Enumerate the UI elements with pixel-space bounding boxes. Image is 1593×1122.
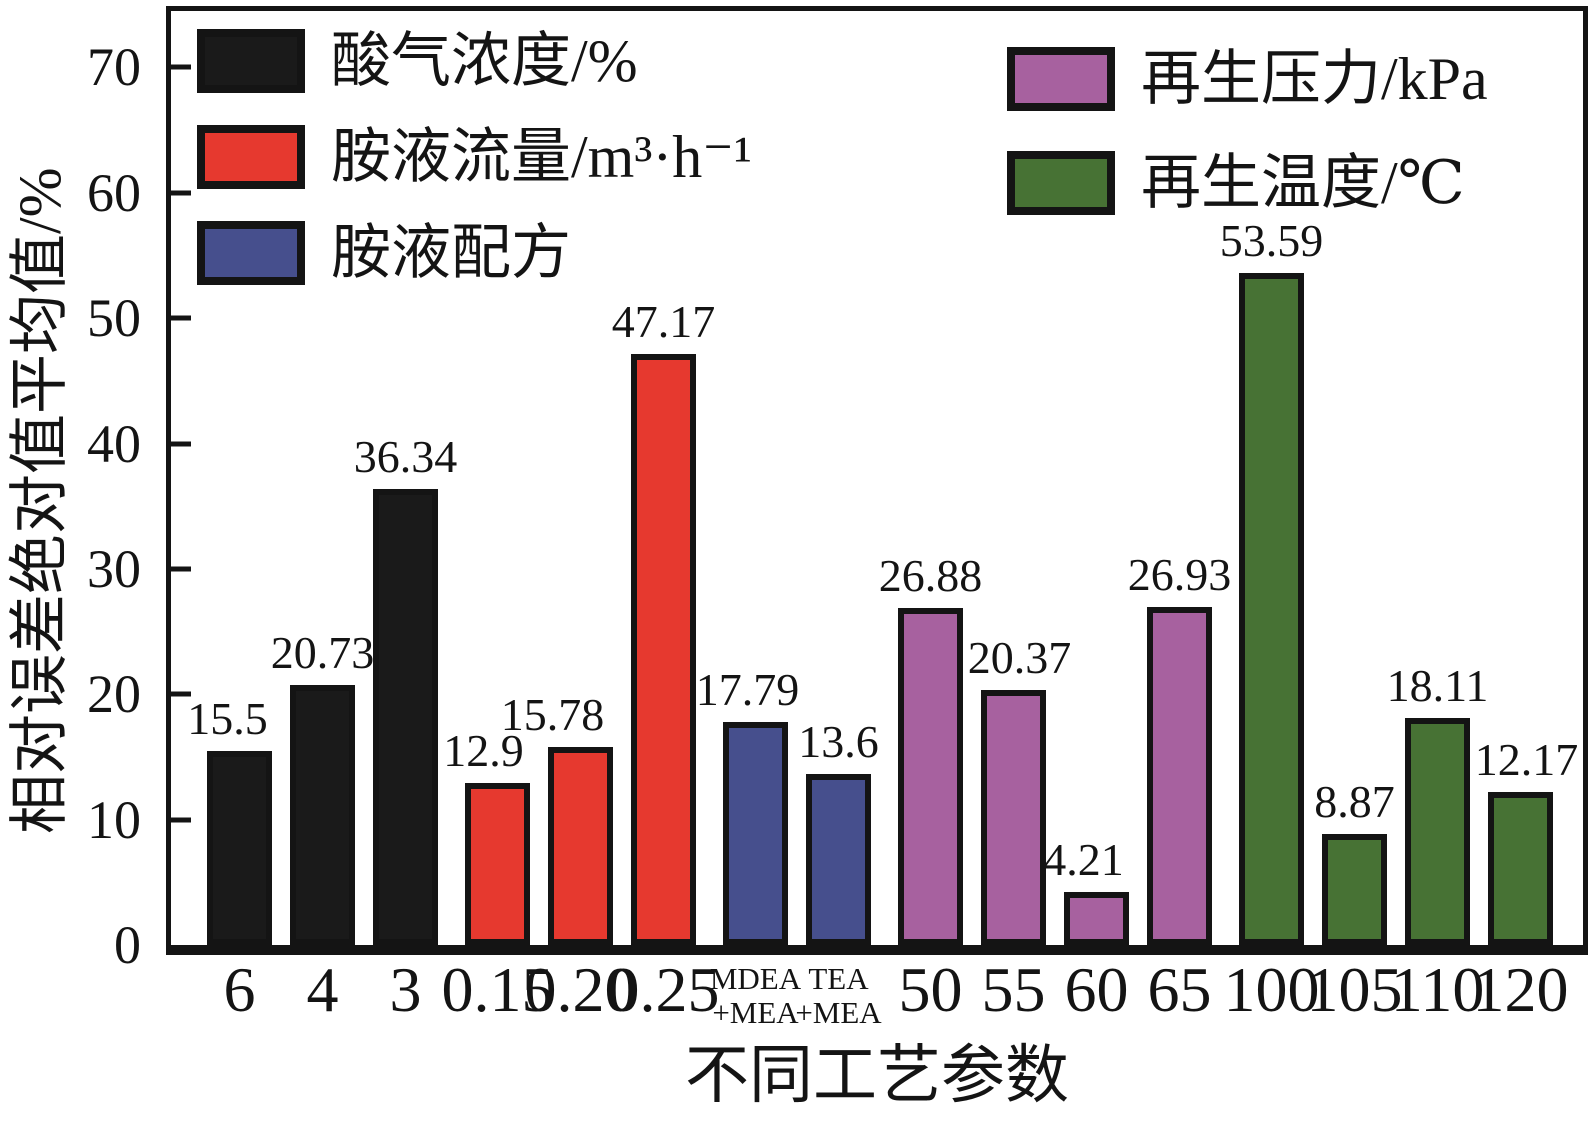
bar-value-label: 53.59 <box>1219 215 1324 266</box>
bar-value-label: 26.93 <box>1127 549 1232 600</box>
bar-value-label: 12.9 <box>443 725 524 776</box>
y-tick-label: 30 <box>87 539 141 599</box>
y-tick-mark <box>171 64 191 70</box>
x-tick-label: 100 <box>1223 954 1320 1025</box>
bar-value-label: 15.5 <box>187 693 268 744</box>
bar-value-label: 17.79 <box>695 664 800 715</box>
bar-value-label: 47.17 <box>611 296 716 347</box>
bar <box>723 722 788 945</box>
bar <box>1064 892 1129 945</box>
y-tick-label: 0 <box>114 915 141 975</box>
legend-swatch <box>1007 151 1115 215</box>
x-tick-label: 50 <box>898 954 963 1025</box>
bar-value-label: 36.34 <box>353 431 458 482</box>
bar-value-label: 8.87 <box>1314 776 1395 827</box>
legend-swatch <box>197 221 305 285</box>
y-axis-title: 相对误差绝对值平均值/% <box>7 167 73 834</box>
y-tick-mark <box>171 315 191 321</box>
legend-entry: 胺液配方 <box>197 221 752 285</box>
bar <box>1147 607 1212 945</box>
x-tick-label: 0.15 <box>441 954 554 1025</box>
legend-label: 再生温度/℃ <box>1141 150 1465 216</box>
x-tick-label: 110 <box>1390 954 1485 1025</box>
legend-entry: 酸气浓度/% <box>197 29 752 93</box>
bar <box>1239 273 1304 945</box>
bar <box>465 783 530 945</box>
bar-value-label: 12.17 <box>1474 734 1579 785</box>
y-tick-label: 10 <box>87 790 141 850</box>
x-tick-label: 105 <box>1306 954 1403 1025</box>
y-tick-mark <box>171 190 191 196</box>
y-tick-label: 70 <box>87 37 141 97</box>
x-tick-label: 0.20 <box>524 954 637 1025</box>
bar <box>373 489 438 945</box>
bar <box>1488 792 1553 945</box>
x-tick-label: 120 <box>1472 954 1569 1025</box>
x-tick-label: TEA +MEA <box>795 961 882 1031</box>
legend-right: 再生压力/kPa 再生温度/℃ <box>1007 47 1488 255</box>
x-tick-label-line2: +MEA <box>712 995 799 1031</box>
bar <box>898 608 963 945</box>
bar <box>207 751 272 945</box>
y-tick-mark <box>171 691 191 697</box>
legend-swatch <box>197 29 305 93</box>
x-tick-label-line2: +MEA <box>795 995 882 1031</box>
legend-swatch <box>1007 47 1115 111</box>
legend-label: 胺液流量/m³·h⁻¹ <box>331 124 752 190</box>
legend-entry: 胺液流量/m³·h⁻¹ <box>197 125 752 189</box>
legend-label: 再生压力/kPa <box>1141 46 1488 112</box>
bar <box>290 685 355 945</box>
bar <box>548 747 613 945</box>
y-tick-mark <box>171 566 191 572</box>
x-tick-label: 55 <box>981 954 1046 1025</box>
bar <box>631 354 696 945</box>
bar-value-label: 15.78 <box>500 689 605 740</box>
bar <box>1322 834 1387 945</box>
x-tick-label: 4 <box>306 954 339 1025</box>
plot-area: 酸气浓度/% 胺液流量/m³·h⁻¹ 胺液配方 再生压力/kPa 再生温度/℃ 0 10… <box>87 6 1588 972</box>
y-tick-mark <box>171 441 191 447</box>
x-axis-labels: 6 4 3 0.15 0.20 0.25 MDEA +MEA TEA +MEA 50 55 60 65 10… <box>171 958 1583 1054</box>
bar <box>981 690 1046 945</box>
bar-value-label: 4.21 <box>1043 834 1124 885</box>
bar-value-label: 20.73 <box>270 627 375 678</box>
y-tick-label: 60 <box>87 163 141 223</box>
plot-inner: 酸气浓度/% 胺液流量/m³·h⁻¹ 胺液配方 再生压力/kPa 再生温度/℃ 0 10… <box>87 11 1583 972</box>
bar-value-label: 26.88 <box>878 550 983 601</box>
y-tick-mark <box>171 817 191 823</box>
legend-entry: 再生温度/℃ <box>1007 151 1488 215</box>
x-tick-label: 6 <box>223 954 256 1025</box>
legend-left: 酸气浓度/% 胺液流量/m³·h⁻¹ 胺液配方 <box>197 29 752 317</box>
x-tick-label-line1: MDEA <box>709 961 802 996</box>
x-tick-label: 0.25 <box>607 954 720 1025</box>
bar-value-label: 18.11 <box>1386 660 1489 711</box>
x-tick-label: 65 <box>1147 954 1212 1025</box>
x-tick-label: MDEA +MEA <box>709 961 802 1031</box>
bar <box>1405 718 1470 945</box>
legend-swatch <box>197 125 305 189</box>
x-tick-label: 60 <box>1064 954 1129 1025</box>
x-axis-title: 不同工艺参数 <box>685 1040 1069 1111</box>
legend-entry: 再生压力/kPa <box>1007 47 1488 111</box>
y-tick-label: 50 <box>87 288 141 348</box>
legend-label: 酸气浓度/% <box>331 28 638 94</box>
x-tick-label: 3 <box>389 954 422 1025</box>
y-tick-label: 40 <box>87 414 141 474</box>
legend-label: 胺液配方 <box>331 220 571 286</box>
bar <box>806 774 871 945</box>
x-tick-label-line1: TEA <box>808 961 869 996</box>
bar-value-label: 20.37 <box>967 632 1072 683</box>
bar-value-label: 13.6 <box>798 716 879 767</box>
y-tick-label: 20 <box>87 664 141 724</box>
